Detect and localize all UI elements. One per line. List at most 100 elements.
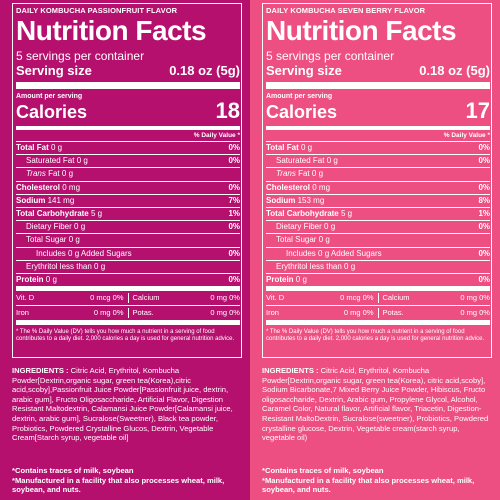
- vitamin-name: Vit. D: [16, 293, 35, 303]
- nutrient-name: Sodium: [16, 195, 46, 205]
- nutrient-row: Includes 0 g Added Sugars 0%: [16, 246, 240, 260]
- nutrition-facts-label: DAILY KOMBUCHA PASSIONFRUIT FLAVOR Nutri…: [16, 6, 240, 343]
- vitamin-separator: [377, 308, 379, 319]
- nutrient-row: Includes 0 g Added Sugars 0%: [266, 246, 490, 260]
- nutrient-dv: 0%: [228, 274, 240, 284]
- daily-value-footnote: * The % Daily Value (DV) tells you how m…: [266, 329, 485, 343]
- nutrient-row: Saturated Fat 0 g 0%: [16, 154, 240, 167]
- vitamin-name: Calcium: [132, 293, 160, 303]
- allergen-facility: *Manufactured in a facility that also pr…: [262, 475, 475, 495]
- nutrient-name: Dietary Fiber: [276, 222, 322, 232]
- nutrient-row: Total Fat 0 g 0%: [16, 141, 240, 154]
- nutrient-row: Erythritol less than 0 g: [16, 259, 240, 273]
- allergen-facility: *Manufactured in a facility that also pr…: [12, 475, 225, 495]
- calories-value: 17: [465, 98, 490, 123]
- nutrient-name: Fat: [298, 169, 310, 179]
- nutrient-amount: 0 g: [74, 222, 86, 232]
- serving-size-label: Serving size: [16, 63, 92, 78]
- nutrient-name: Total Carbohydrate: [16, 209, 89, 219]
- nutrient-dv: 0%: [228, 143, 240, 153]
- nutrient-name: Sodium: [266, 195, 296, 205]
- nutrient-amount: 0 g: [50, 143, 63, 153]
- nutrient-dv: 1%: [478, 209, 490, 219]
- nutrient-row: Saturated Fat 0 g 0%: [266, 154, 490, 167]
- nutrient-amount: 5 g: [90, 209, 103, 219]
- nutrient-name: Fat: [48, 169, 60, 179]
- nutrient-row: Total Fat 0 g 0%: [266, 141, 490, 154]
- ingredients-text: Citric Acid, Erythritol, Kombucha Powder…: [262, 366, 489, 443]
- vitamin-name: Calcium: [382, 293, 410, 303]
- ingredients-label: INGREDIENTS :: [262, 366, 319, 375]
- nutrient-row: Sodium 153 mg 8%: [266, 193, 490, 207]
- calories-value: 18: [215, 98, 240, 123]
- nutrient-row: Dietary Fiber 0 g 0%: [16, 220, 240, 233]
- nutrient-name-italic: Trans: [276, 169, 296, 179]
- amount-per-serving: Amount per serving: [16, 93, 83, 100]
- calories-label: Calories: [16, 102, 88, 122]
- daily-value-header: % Daily Value *: [443, 132, 490, 139]
- heavy-divider: [16, 286, 240, 292]
- nutrient-row: Total Carbohydrate 5 g 1%: [266, 206, 490, 220]
- calories-label: Calories: [266, 102, 338, 122]
- nutrient-dv: 0%: [478, 143, 490, 153]
- nutrient-amount: 0 g: [318, 235, 330, 245]
- heavy-divider: [266, 320, 490, 326]
- flavor-name: DAILY KOMBUCHA PASSIONFRUIT FLAVOR: [16, 6, 178, 15]
- nutrient-dv: 0%: [478, 156, 490, 166]
- vitamin-name: Iron: [16, 308, 29, 318]
- nutrient-dv: 7%: [228, 195, 240, 205]
- vitamin-separator: [377, 293, 379, 304]
- nutrient-amount: 141 mg: [47, 195, 75, 205]
- nutrient-name: Cholesterol: [266, 182, 311, 192]
- medium-divider: [266, 126, 490, 130]
- nutrient-name: Total Fat: [266, 143, 299, 153]
- vitamin-row: Vit. D 0 mcg 0% Calcium 0 mg 0%: [16, 291, 240, 305]
- thin-divider: [16, 305, 240, 307]
- flavor-name: DAILY KOMBUCHA SEVEN BERRY FLAVOR: [266, 6, 426, 15]
- nutrient-dv: 0%: [228, 182, 240, 192]
- servings-per-container: 5 servings per container: [16, 49, 145, 63]
- nutrient-name-italic: Trans: [26, 169, 46, 179]
- vitamin-separator: [127, 308, 129, 319]
- allergen-contains: *Contains traces of milk, soybean: [262, 466, 384, 475]
- ingredients-block: INGREDIENTS : Citric Acid, Erythritol, K…: [262, 366, 494, 443]
- nutrient-row: Trans Fat 0 g: [266, 167, 490, 180]
- vitamin-value: 0 mcg 0%: [340, 293, 374, 303]
- nutrient-name: Total Fat: [16, 143, 49, 153]
- daily-value-footnote: * The % Daily Value (DV) tells you how m…: [16, 329, 235, 343]
- vitamin-name: Potas.: [132, 308, 154, 318]
- vitamin-row: Iron 0 mg 0% Potas. 0 mg 0%: [16, 306, 240, 320]
- amount-per-serving: Amount per serving: [266, 93, 333, 100]
- nutrient-name: Saturated Fat: [276, 156, 325, 166]
- nutrient-row: Total Sugar 0 g: [266, 233, 490, 246]
- nutrient-amount: 0 g: [311, 169, 324, 179]
- nutrition-box-border: [12, 3, 242, 358]
- ingredients-text: Citric Acid, Erythritol, Kombucha Powder…: [12, 366, 233, 443]
- allergen-block: *Contains traces of milk, soybean *Manuf…: [262, 466, 494, 495]
- nutrition-facts-title: Nutrition Facts: [266, 15, 457, 46]
- nutrient-name: Dietary Fiber: [26, 222, 72, 232]
- ingredients-block: INGREDIENTS : Citric Acid, Erythritol, K…: [12, 366, 244, 443]
- nutrient-amount: 0 g: [326, 156, 338, 166]
- serving-size-row: Serving size 0.18 oz (5g): [16, 64, 240, 78]
- nutrition-facts-title: Nutrition Facts: [16, 15, 207, 46]
- vitamin-value: 0 mg 0%: [210, 308, 240, 318]
- nutrient-dv: 1%: [228, 209, 240, 219]
- vitamin-row: Iron 0 mg 0% Potas. 0 mg 0%: [266, 306, 490, 320]
- serving-size-label: Serving size: [266, 63, 342, 78]
- ingredients-label: INGREDIENTS :: [12, 366, 69, 375]
- thick-divider: [16, 82, 240, 89]
- nutrient-dv: 0%: [478, 182, 490, 192]
- thin-divider: [266, 305, 490, 307]
- serving-size-value: 0.18 oz (5g): [169, 63, 240, 78]
- nutrient-amount: 0 g: [94, 261, 106, 271]
- nutrient-dv: 0%: [478, 274, 490, 284]
- nutrient-amount: 0 g: [300, 143, 313, 153]
- nutrient-dv: 0%: [228, 248, 240, 258]
- calories-row: Calories 18: [16, 100, 240, 123]
- nutrient-row: Trans Fat 0 g: [16, 167, 240, 180]
- nutrient-amount: 0 g: [344, 261, 356, 271]
- nutrient-name: Total Sugar: [26, 235, 67, 245]
- nutrient-dv: 8%: [478, 195, 490, 205]
- nutrient-row: Protein 0 g 0%: [16, 272, 240, 286]
